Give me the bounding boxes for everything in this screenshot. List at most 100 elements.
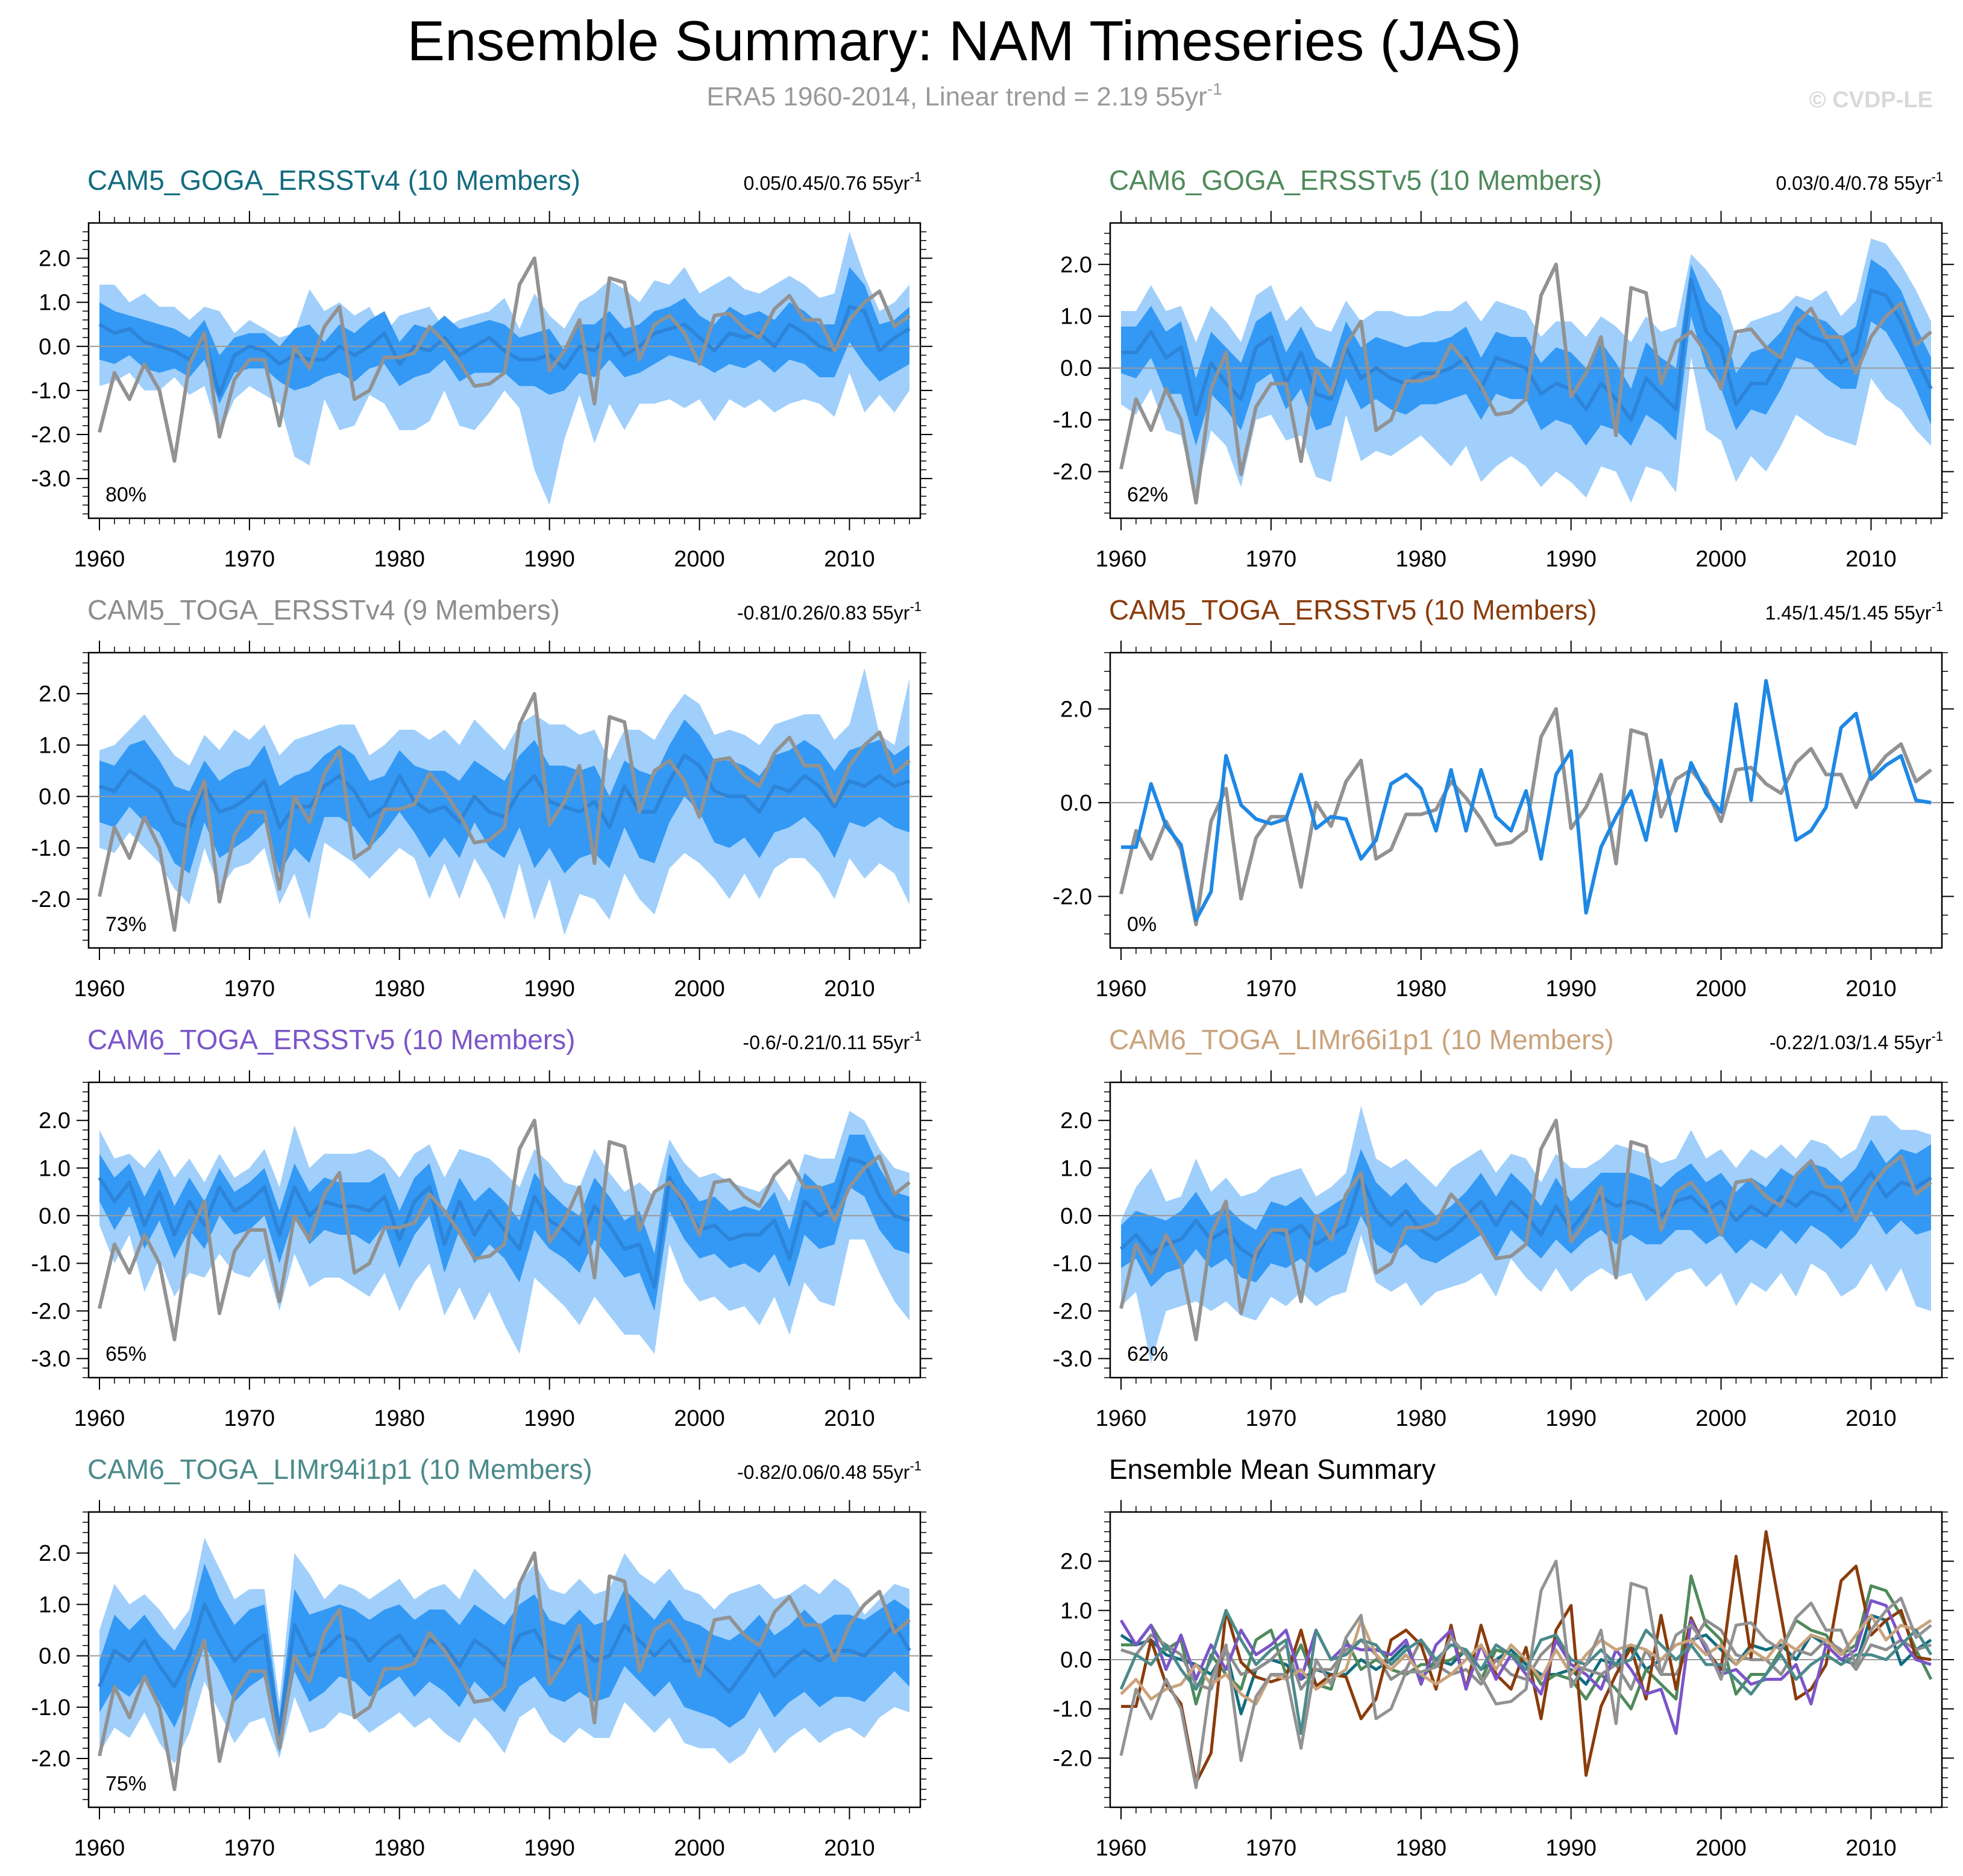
panel-trend-text: -0.22/1.03/1.4 55yr <box>1770 1032 1932 1053</box>
y-tick-label: -2.0 <box>31 1746 71 1772</box>
y-tick-label: -1.0 <box>31 836 71 861</box>
panel-trend-superscript: -1 <box>909 1029 922 1044</box>
watermark: © CVDP-LE <box>1809 87 1933 113</box>
y-tick-label: -1.0 <box>31 1695 71 1721</box>
x-tick-label: 1980 <box>374 976 426 1002</box>
x-tick-label: 1990 <box>524 1406 575 1431</box>
y-tick-label: 0.0 <box>1060 356 1092 381</box>
y-tick-label: 0.0 <box>39 785 71 810</box>
plot-area <box>89 668 920 935</box>
y-tick-label: -1.0 <box>31 378 71 404</box>
x-tick-label: 2010 <box>824 1836 875 1861</box>
panel-title: CAM6_TOGA_LIMr66i1p1 (10 Members) <box>1109 1024 1614 1055</box>
ensemble-mean-line <box>1121 679 1932 922</box>
x-tick-label: 1980 <box>374 547 426 572</box>
ensemble-mean-line <box>98 1602 911 1735</box>
plot-area <box>1110 1106 1942 1364</box>
observed-line <box>1119 1118 1932 1341</box>
x-tick-label: 1980 <box>1396 976 1447 1002</box>
panel-trend-text: 0.03/0.4/0.78 55yr <box>1776 172 1931 194</box>
panel-trend: -0.81/0.26/0.83 55yr-1 <box>737 599 922 624</box>
observed-line <box>98 1118 911 1341</box>
x-tick-label: 2010 <box>824 547 875 572</box>
y-tick-label: 1.0 <box>39 290 71 316</box>
panel-title: CAM6_TOGA_LIMr94i1p1 (10 Members) <box>87 1454 592 1485</box>
plot-area <box>89 1537 920 1792</box>
y-tick-label: -2.0 <box>31 422 71 448</box>
x-tick-label: 1970 <box>224 976 275 1002</box>
ensemble-iqr-band <box>99 267 909 404</box>
panel-trend-superscript: -1 <box>909 599 922 614</box>
y-tick-label: 0.0 <box>39 334 71 360</box>
panel-trend: 0.05/0.45/0.76 55yr-1 <box>744 169 922 194</box>
observed-line <box>1119 707 1932 927</box>
panel-percent: 62% <box>1127 1343 1168 1366</box>
y-tick-label: -1.0 <box>1053 408 1092 433</box>
x-tick-label: 1960 <box>74 1836 125 1861</box>
x-tick-label: 1990 <box>524 1836 575 1861</box>
x-tick-label: 1990 <box>524 547 575 572</box>
x-tick-label: 1960 <box>1096 1836 1147 1861</box>
y-tick-label: -3.0 <box>1053 1346 1092 1372</box>
x-tick-label: 2000 <box>674 1406 725 1431</box>
y-tick-label: -1.0 <box>31 1251 71 1276</box>
y-tick-label: -2.0 <box>1053 1746 1092 1771</box>
x-tick-label: 1980 <box>374 1836 426 1861</box>
figure-subtitle-text: ERA5 1960-2014, Linear trend = 2.19 55yr <box>706 82 1207 111</box>
panel-trend: 1.45/1.45/1.45 55yr-1 <box>1765 599 1943 624</box>
summary-series-6 <box>1120 1614 1932 1705</box>
y-tick-label: 1.0 <box>39 1592 71 1617</box>
panel-trend-text: -0.81/0.26/0.83 55yr <box>737 602 910 624</box>
x-tick-label: 1990 <box>1545 1406 1597 1431</box>
y-tick-label: -2.0 <box>1053 1299 1092 1324</box>
y-tick-label: -2.0 <box>1053 884 1092 909</box>
x-tick-label: 2000 <box>674 547 725 572</box>
x-tick-label: 1960 <box>1096 1406 1147 1431</box>
panel-trend: -0.6/-0.21/0.11 55yr-1 <box>743 1029 922 1053</box>
y-tick-label: 0.0 <box>39 1203 71 1229</box>
x-tick-label: 2000 <box>674 1836 725 1861</box>
observed-line <box>1119 1560 1932 1789</box>
x-tick-label: 1970 <box>224 1836 275 1861</box>
y-tick-label: 1.0 <box>1060 1156 1092 1181</box>
x-tick-label: 1990 <box>524 976 575 1002</box>
figure-subtitle-superscript: -1 <box>1207 80 1222 98</box>
panel-trend-superscript: -1 <box>1931 599 1943 614</box>
summary-series-7 <box>1119 1608 1933 1735</box>
y-tick-label: -2.0 <box>31 1299 71 1324</box>
panel-title: CAM6_GOGA_ERSSTv5 (10 Members) <box>1109 165 1602 196</box>
y-tick-label: 1.0 <box>39 1156 71 1181</box>
x-tick-label: 2000 <box>1695 1836 1747 1861</box>
y-tick-label: -1.0 <box>1053 1251 1092 1276</box>
panel-2: CAM6_GOGA_ERSSTv5 (10 Members) 0.03/0.4/0… <box>1053 165 1954 572</box>
panel-title: CAM5_TOGA_ERSSTv5 (10 Members) <box>1109 594 1597 626</box>
panel-trend-text: 1.45/1.45/1.45 55yr <box>1765 602 1932 624</box>
plot-area <box>89 1111 920 1354</box>
y-tick-label: 1.0 <box>39 733 71 758</box>
x-tick-label: 1970 <box>224 1406 275 1431</box>
x-tick-label: 1960 <box>74 976 125 1002</box>
panel-trend-superscript: -1 <box>909 1458 922 1473</box>
ensemble-iqr-band <box>1121 259 1931 446</box>
y-tick-label: 1.0 <box>1060 304 1092 330</box>
panel-title: CAM5_TOGA_ERSSTv4 (9 Members) <box>87 594 560 626</box>
panel-title: CAM6_TOGA_ERSSTv5 (10 Members) <box>87 1024 576 1055</box>
x-tick-label: 2000 <box>1695 976 1747 1002</box>
y-tick-label: 2.0 <box>39 246 71 272</box>
x-tick-label: 1990 <box>1545 547 1597 572</box>
y-tick-label: 2.0 <box>1060 253 1092 278</box>
y-tick-label: 2.0 <box>39 1108 71 1134</box>
y-tick-label: 2.0 <box>39 1541 71 1566</box>
panel-trend-text: -0.6/-0.21/0.11 55yr <box>743 1032 910 1053</box>
x-tick-label: 1980 <box>1396 547 1447 572</box>
panel-trend: 0.03/0.4/0.78 55yr-1 <box>1776 169 1943 194</box>
panel-percent: 0% <box>1127 913 1157 936</box>
panel-percent: 73% <box>105 913 146 936</box>
panel-7: CAM6_TOGA_LIMr94i1p1 (10 Members) -0.82/0… <box>31 1454 932 1861</box>
x-tick-label: 1980 <box>1396 1836 1447 1861</box>
y-tick-label: 2.0 <box>39 682 71 707</box>
y-tick-label: 0.0 <box>1060 1203 1092 1229</box>
y-tick-label: -2.0 <box>1053 460 1092 485</box>
x-tick-label: 1960 <box>1096 547 1147 572</box>
x-tick-label: 1970 <box>224 547 275 572</box>
